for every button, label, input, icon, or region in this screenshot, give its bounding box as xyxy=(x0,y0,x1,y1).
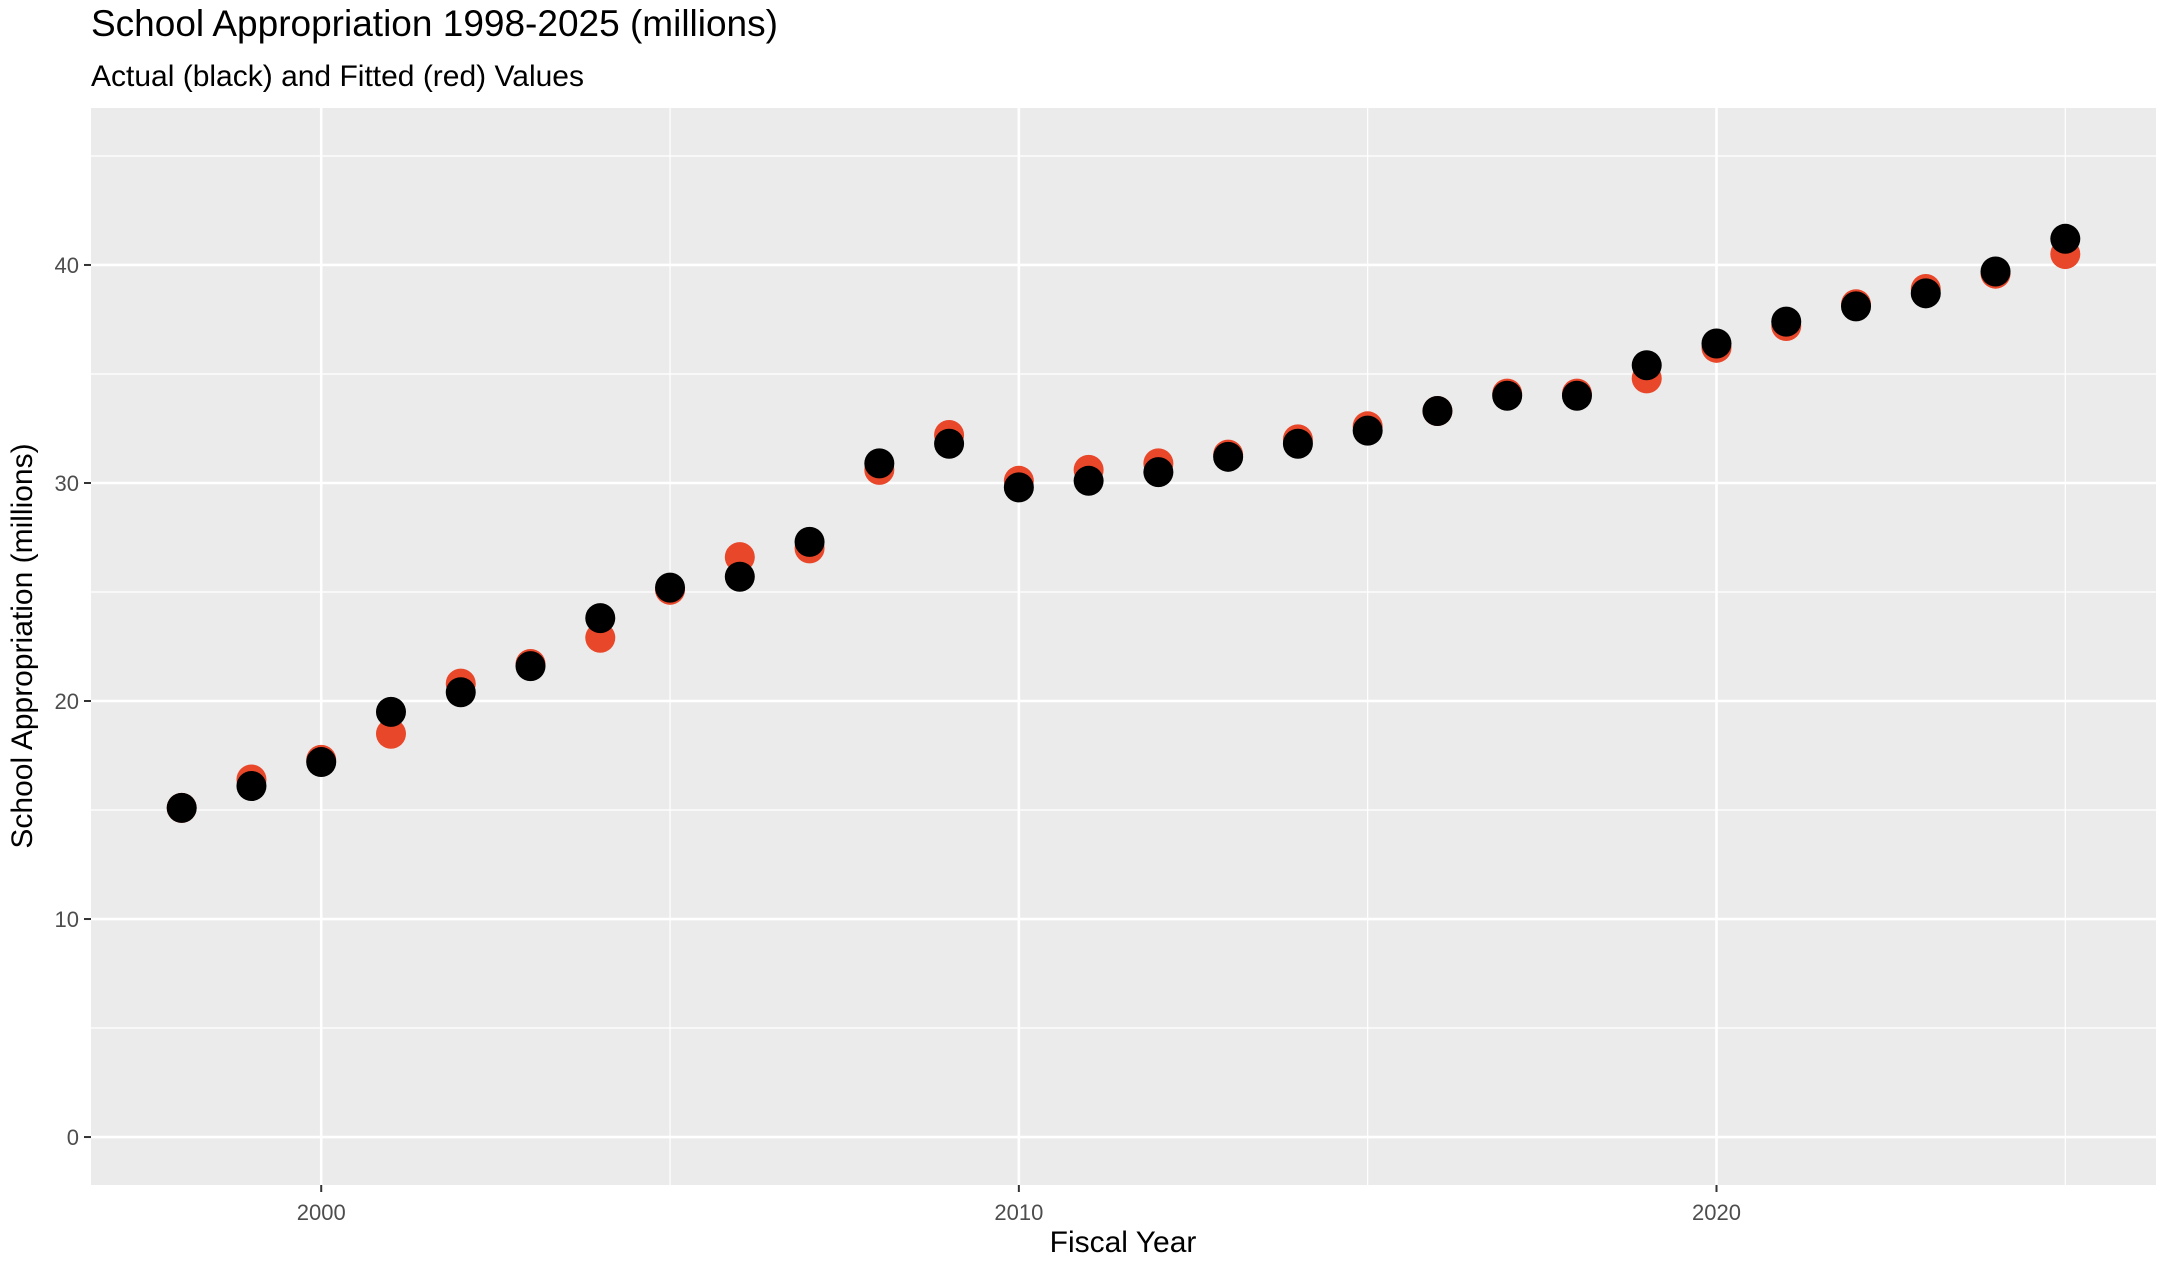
y-tick-label: 0 xyxy=(67,1125,79,1150)
data-points xyxy=(166,223,2081,823)
chart-subtitle: Actual (black) and Fitted (red) Values xyxy=(91,60,584,93)
series-actual xyxy=(166,223,2081,823)
actual-point xyxy=(1352,415,1383,446)
y-tick-label: 30 xyxy=(55,471,79,496)
actual-point xyxy=(2050,223,2081,254)
x-axis-label: Fiscal Year xyxy=(1050,1226,1197,1259)
actual-point xyxy=(1910,278,1941,309)
actual-point xyxy=(515,651,546,682)
actual-point xyxy=(375,696,406,727)
actual-point xyxy=(934,428,965,459)
x-tick-label: 2020 xyxy=(1692,1200,1741,1225)
actual-point xyxy=(724,561,755,592)
fitted-point xyxy=(375,718,406,749)
y-axis-label: School Appropriation (millions) xyxy=(6,443,39,848)
actual-point xyxy=(236,771,267,802)
minor-gridlines xyxy=(91,108,2156,1185)
actual-point xyxy=(585,603,616,634)
actual-point xyxy=(1771,306,1802,337)
x-tick-label: 2010 xyxy=(994,1200,1043,1225)
actual-point xyxy=(1213,441,1244,472)
actual-point xyxy=(306,747,337,778)
actual-point xyxy=(166,792,197,823)
y-tick-label: 10 xyxy=(55,907,79,932)
actual-point xyxy=(1631,350,1662,381)
major-gridlines xyxy=(91,108,2156,1185)
chart-title: School Appropriation 1998-2025 (millions… xyxy=(91,3,778,44)
actual-point xyxy=(1073,465,1104,496)
actual-point xyxy=(1980,256,2011,287)
actual-point xyxy=(445,677,476,708)
actual-point xyxy=(1143,457,1174,488)
x-tick-label: 2000 xyxy=(297,1200,346,1225)
actual-point xyxy=(1282,428,1313,459)
y-tick-label: 20 xyxy=(55,689,79,714)
actual-point xyxy=(794,526,825,557)
actual-point xyxy=(655,572,686,603)
plot-panel xyxy=(91,108,2156,1185)
actual-point xyxy=(1561,380,1592,411)
actual-point xyxy=(1701,328,1732,359)
actual-point xyxy=(1492,380,1523,411)
actual-point xyxy=(1841,291,1872,322)
actual-point xyxy=(864,448,895,479)
actual-point xyxy=(1422,396,1453,427)
axis-ticks: 2000 2010 2020 0 10 20 30 40 xyxy=(55,253,1741,1225)
actual-point xyxy=(1003,472,1034,503)
y-tick-label: 40 xyxy=(55,253,79,278)
